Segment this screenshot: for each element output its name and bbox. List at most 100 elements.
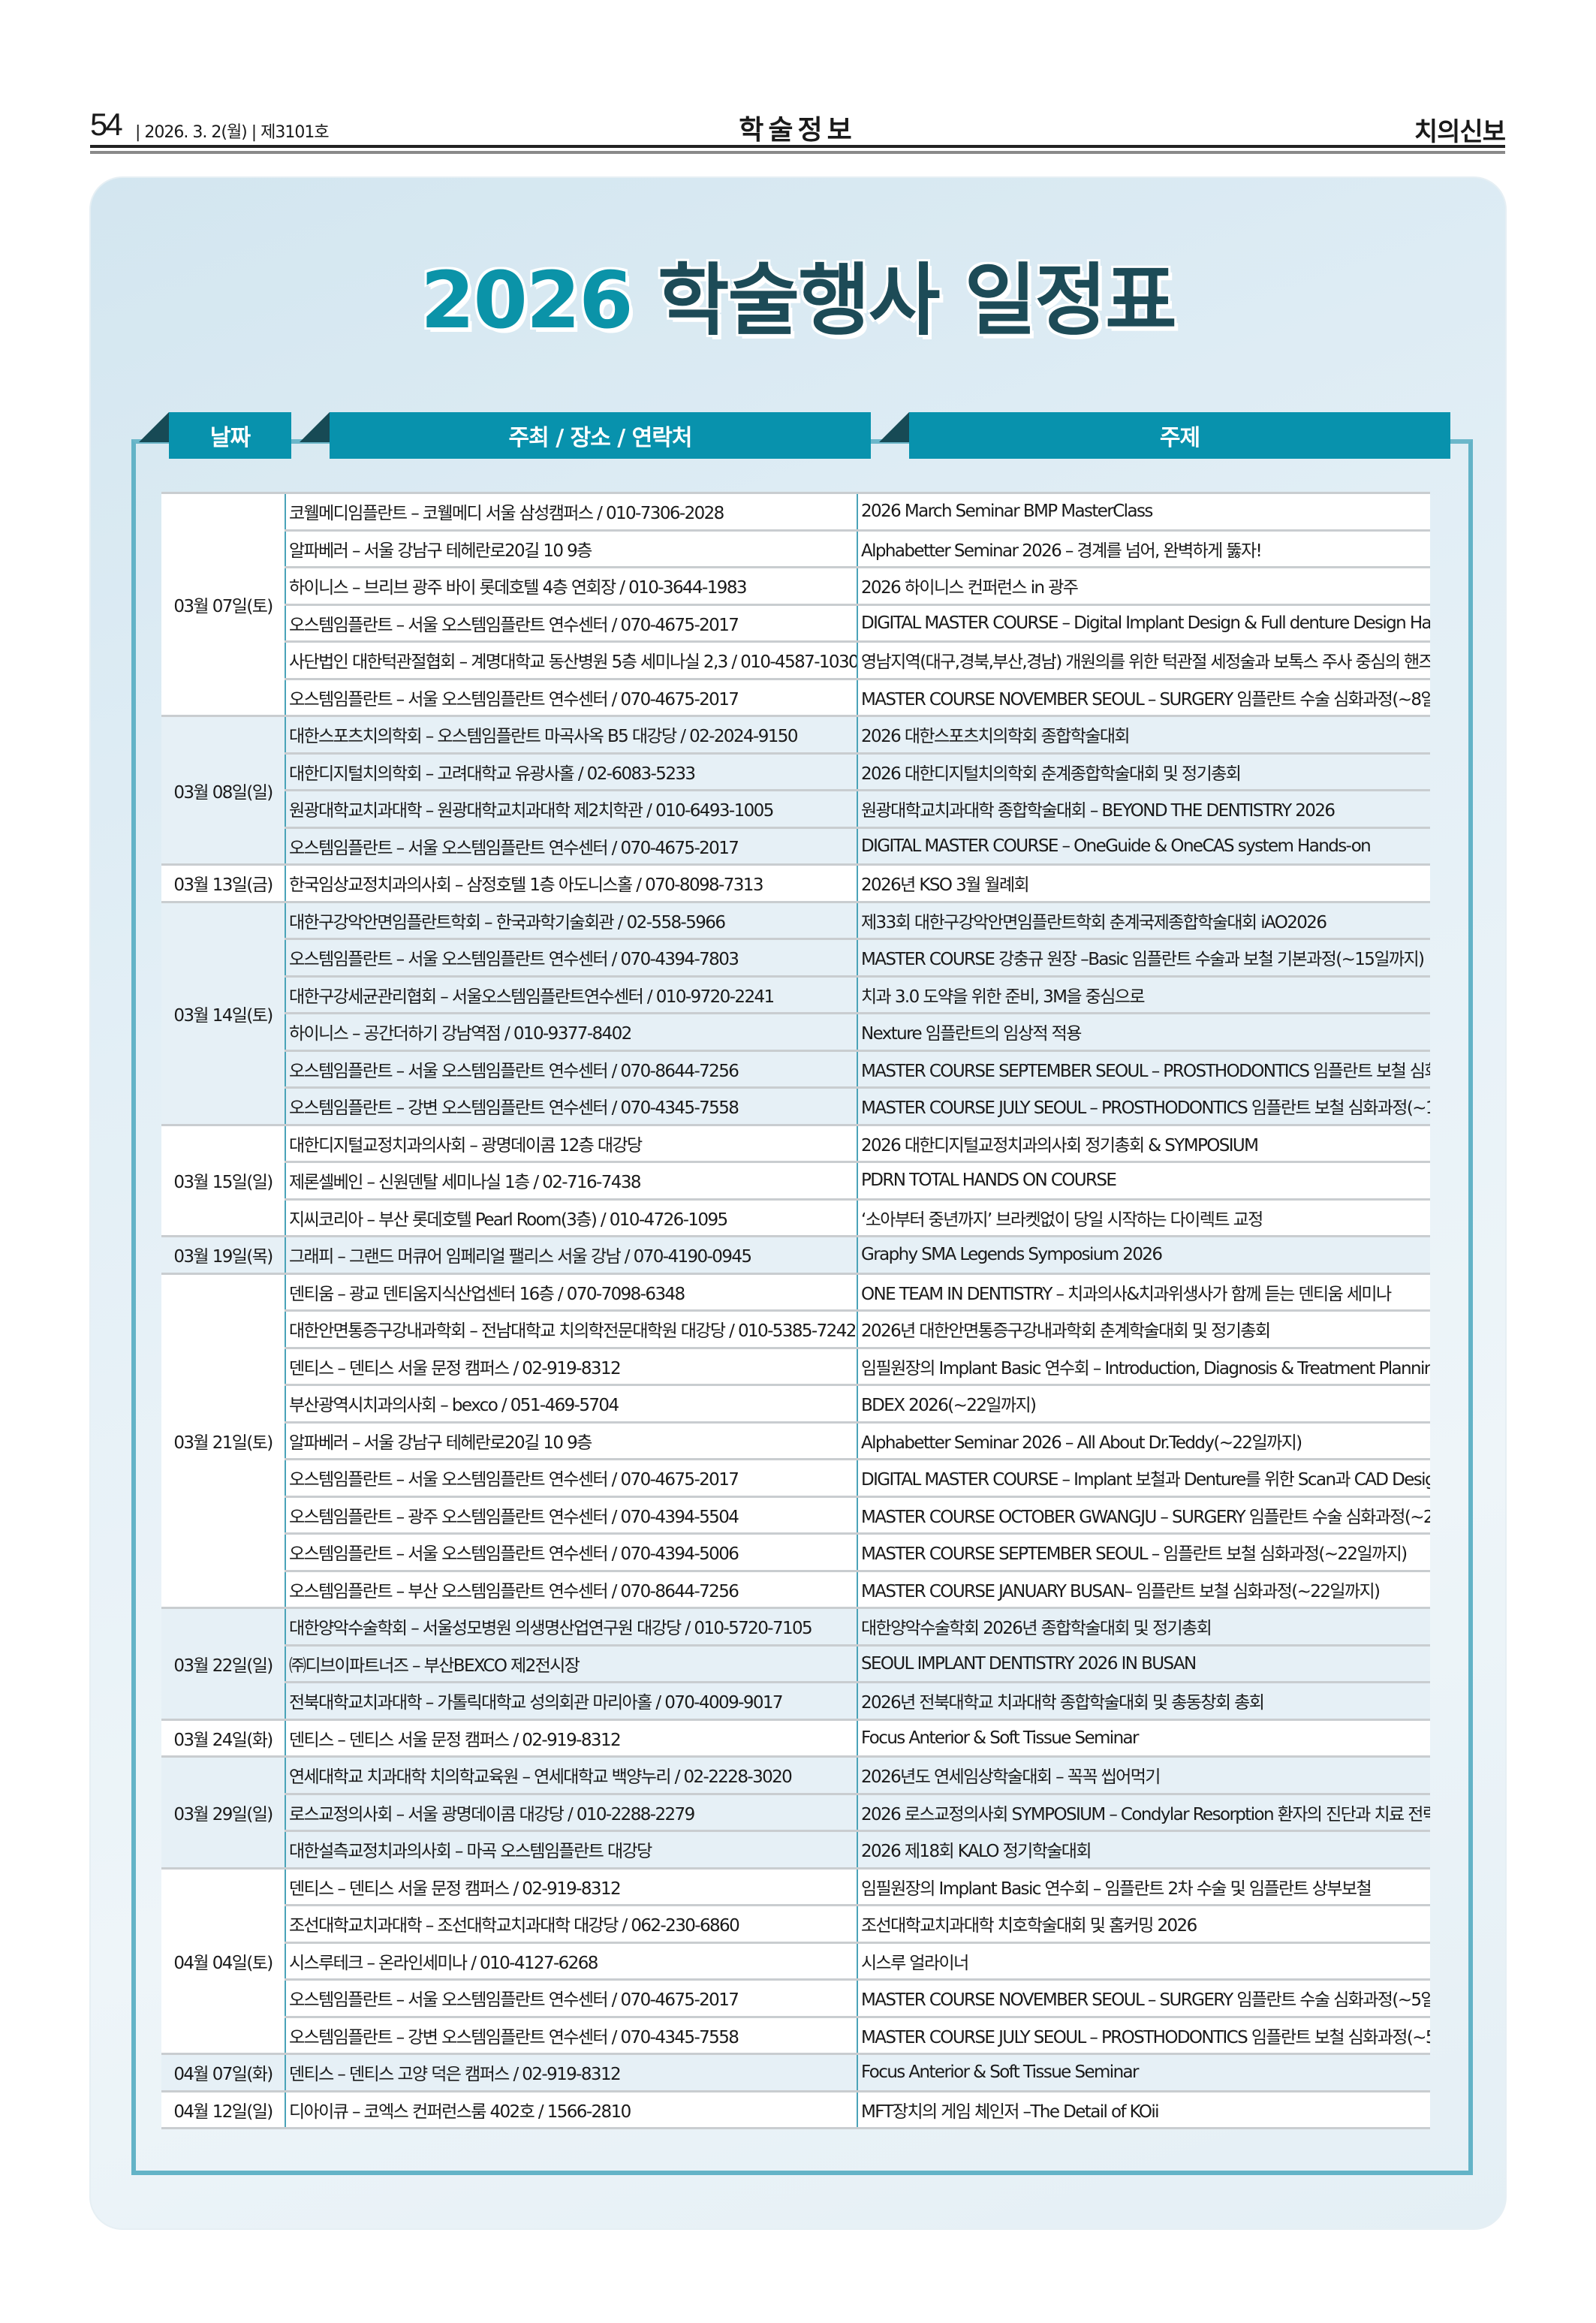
topic-cell: 임필원장의 Implant Basic 연수회 – Introduction, … — [857, 1348, 1430, 1386]
date-cell: 03월 24일(화) — [161, 1719, 286, 1758]
table-row: 대한디지털치의학회 – 고려대학교 유광사홀 / 02-6083-5233 202… — [161, 753, 1430, 791]
header-tab-decoration — [139, 412, 169, 442]
topic-cell: 2026년 대한안면통증구강내과학회 춘계학술대회 및 정기총회 — [857, 1310, 1430, 1349]
table-row: 오스템임플란트 – 서울 오스템임플란트 연수센터 / 070-4675-201… — [161, 1459, 1430, 1498]
column-header-date: 날짜 — [169, 412, 291, 459]
topic-cell: 원광대학교치과대학 종합학술대회 – BEYOND THE DENTISTRY … — [857, 790, 1430, 829]
topic-cell: 2026 하이니스 컨퍼런스 in 광주 — [857, 567, 1430, 606]
schedule-table: 03월 07일(토) 코웰메디임플란트 – 코웰메디 서울 삼성캠퍼스 / 010… — [161, 492, 1430, 2129]
host-cell: 알파베러 – 서울 강남구 테헤란로20길 10 9층 — [285, 1422, 858, 1460]
table-row: 전북대학교치과대학 – 가톨릭대학교 성의회관 마리아홀 / 070-4009-… — [161, 1682, 1430, 1721]
table-row: 03월 22일(일) 대한양악수술학회 – 서울성모병원 의생명산업연구원 대강당… — [161, 1607, 1430, 1721]
topic-cell: MASTER COURSE SEPTEMBER SEOUL – 임플란트 보철 … — [857, 1533, 1430, 1572]
topic-cell: BDEX 2026(~22일까지) — [857, 1384, 1430, 1424]
page-number: 54 — [90, 107, 123, 142]
host-cell: 대한구강악안면임플란트학회 – 한국과학기술회관 / 02-558-5966 — [285, 902, 858, 940]
date-cell: 03월 15일(일) — [161, 1125, 286, 1237]
table-row: 04월 12일(일) 디아이큐 – 코엑스 컨퍼런스룸 402호 / 1566-2… — [161, 2091, 1430, 2129]
table-row: 04월 07일(화) 덴티스 – 덴티스 고양 덕은 캠퍼스 / 02-919-8… — [161, 2053, 1430, 2093]
table-row: 03월 21일(토) 덴티움 – 광교 덴티움지식산업센터 16층 / 070-7… — [161, 1273, 1430, 1609]
table-row: ㈜디브이파트너즈 – 부산BEXCO 제2전시장 SEOUL IMPLANT DE… — [161, 1645, 1430, 1683]
topic-cell: Alphabetter Seminar 2026 – All About Dr.… — [857, 1422, 1430, 1460]
host-cell: 오스템임플란트 – 서울 오스템임플란트 연수센터 / 070-4675-201… — [285, 679, 858, 717]
host-cell: 부산광역시치과의사회 – bexco / 051-469-5704 — [285, 1384, 858, 1424]
table-row: 시스루테크 – 온라인세미나 / 010-4127-6268 시스루 얼라이너 — [161, 1942, 1430, 1981]
host-cell: 대한안면통증구강내과학회 – 전남대학교 치의학전문대학원 대강당 / 010-… — [285, 1310, 858, 1349]
host-cell: 알파베러 – 서울 강남구 테헤란로20길 10 9층 — [285, 530, 858, 568]
topic-cell: ONE TEAM IN DENTISTRY – 치과의사&치과위생사가 함께 듣… — [857, 1273, 1430, 1312]
date-cell: 03월 19일(목) — [161, 1236, 286, 1275]
topic-cell: 시스루 얼라이너 — [857, 1942, 1430, 1981]
header-rule — [90, 145, 1505, 148]
host-cell: 덴티스 – 덴티스 서울 문정 캠퍼스 / 02-919-8312 — [285, 1719, 858, 1758]
topic-cell: MASTER COURSE JULY SEOUL – PROSTHODONTIC… — [857, 2017, 1430, 2055]
host-cell: 오스템임플란트 – 광주 오스템임플란트 연수센터 / 070-4394-550… — [285, 1496, 858, 1535]
host-cell: 대한구강세균관리협회 – 서울오스템임플란트연수센터 / 010-9720-22… — [285, 976, 858, 1014]
topic-cell: 2026 대한스포츠치의학회 종합학술대회 — [857, 716, 1430, 755]
topic-cell: Focus Anterior & Soft Tissue Seminar — [857, 2053, 1430, 2093]
host-cell: 전북대학교치과대학 – 가톨릭대학교 성의회관 마리아홀 / 070-4009-… — [285, 1682, 858, 1721]
table-row: 오스템임플란트 – 광주 오스템임플란트 연수센터 / 070-4394-550… — [161, 1496, 1430, 1535]
host-cell: 사단법인 대한턱관절협회 – 계명대학교 동산병원 5층 세미나실 2,3 / … — [285, 641, 858, 680]
topic-cell: 치과 3.0 도약을 위한 준비, 3M을 중심으로 — [857, 976, 1430, 1014]
host-cell: 덴티스 – 덴티스 고양 덕은 캠퍼스 / 02-919-8312 — [285, 2053, 858, 2093]
header-rule-secondary — [90, 151, 1505, 154]
table-row: 오스템임플란트 – 강변 오스템임플란트 연수센터 / 070-4345-755… — [161, 2017, 1430, 2055]
topic-cell: Nexture 임플란트의 임상적 적용 — [857, 1013, 1430, 1052]
table-row: 제론셀베인 – 신원덴탈 세미나실 1층 / 02-716-7438 PDRN T… — [161, 1162, 1430, 1201]
host-cell: 덴티스 – 덴티스 서울 문정 캠퍼스 / 02-919-8312 — [285, 1348, 858, 1386]
date-cell: 03월 13일(금) — [161, 864, 286, 903]
table-row: 오스템임플란트 – 서울 오스템임플란트 연수센터 / 070-4394-780… — [161, 939, 1430, 978]
host-cell: 대한디지털치의학회 – 고려대학교 유광사홀 / 02-6083-5233 — [285, 753, 858, 791]
host-cell: 오스템임플란트 – 서울 오스템임플란트 연수센터 / 070-4675-201… — [285, 1459, 858, 1498]
topic-cell: 2026년 전북대학교 치과대학 종합학술대회 및 총동창회 총회 — [857, 1682, 1430, 1721]
topic-cell: 2026 로스교정의사회 SYMPOSIUM – Condylar Resorp… — [857, 1794, 1430, 1832]
host-cell: 오스템임플란트 – 서울 오스템임플란트 연수센터 / 070-8644-725… — [285, 1050, 858, 1089]
host-cell: 조선대학교치과대학 – 조선대학교치과대학 대강당 / 062-230-6860 — [285, 1905, 858, 1944]
date-cell: 03월 29일(일) — [161, 1756, 286, 1870]
date-cell: 04월 07일(화) — [161, 2053, 286, 2093]
host-cell: 오스템임플란트 – 강변 오스템임플란트 연수센터 / 070-4345-755… — [285, 1087, 858, 1126]
table-row: 03월 14일(토) 대한구강악안면임플란트학회 – 한국과학기술회관 / 02-… — [161, 902, 1430, 1126]
column-header-topic: 주제 — [909, 412, 1450, 459]
host-cell: 덴티움 – 광교 덴티움지식산업센터 16층 / 070-7098-6348 — [285, 1273, 858, 1312]
host-cell: 연세대학교 치과대학 치의학교육원 – 연세대학교 백양누리 / 02-2228… — [285, 1756, 858, 1795]
topic-cell: 영남지역(대구,경북,부산,경남) 개원의를 위한 턱관절 세정술과 보톡스 주… — [857, 641, 1430, 680]
table-row: 조선대학교치과대학 – 조선대학교치과대학 대강당 / 062-230-6860… — [161, 1905, 1430, 1944]
table-row: 03월 29일(일) 연세대학교 치과대학 치의학교육원 – 연세대학교 백양누리… — [161, 1756, 1430, 1870]
date-cell: 04월 04일(토) — [161, 1868, 286, 2055]
table-row: 하이니스 – 브리브 광주 바이 롯데호텔 4층 연회장 / 010-3644-… — [161, 567, 1430, 606]
host-cell: 오스템임플란트 – 서울 오스템임플란트 연수센터 / 070-4675-201… — [285, 604, 858, 643]
topic-cell: 제33회 대한구강악안면임플란트학회 춘계국제종합학술대회 iAO2026 — [857, 902, 1430, 940]
date-cell: 03월 14일(토) — [161, 902, 286, 1126]
table-row: 사단법인 대한턱관절협회 – 계명대학교 동산병원 5층 세미나실 2,3 / … — [161, 641, 1430, 680]
host-cell: 대한설측교정치과의사회 – 마곡 오스템임플란트 대강당 — [285, 1830, 858, 1870]
table-row: 알파베러 – 서울 강남구 테헤란로20길 10 9층 Alphabetter S… — [161, 1422, 1430, 1460]
topic-cell: DIGITAL MASTER COURSE – Implant 보철과 Dent… — [857, 1459, 1430, 1498]
page-header: 54 | 2026. 3. 2(월) | 제3101호 학술정보 치의신보 — [90, 105, 1506, 147]
host-cell: 오스템임플란트 – 서울 오스템임플란트 연수센터 / 070-4394-780… — [285, 939, 858, 978]
topic-cell: 2026 제18회 KALO 정기학술대회 — [857, 1830, 1430, 1870]
table-row: 오스템임플란트 – 서울 오스템임플란트 연수센터 / 070-4394-500… — [161, 1533, 1430, 1572]
column-header-host: 주최 / 장소 / 연락처 — [330, 412, 871, 459]
date-cell: 03월 21일(토) — [161, 1273, 286, 1609]
topic-cell: DIGITAL MASTER COURSE – OneGuide & OneCA… — [857, 827, 1430, 866]
paper-name: 치의신보 — [1414, 117, 1506, 147]
topic-cell: Focus Anterior & Soft Tissue Seminar — [857, 1719, 1430, 1758]
host-cell: 한국임상교정치과의사회 – 삼정호텔 1층 아도니스홀 / 070-8098-7… — [285, 864, 858, 903]
table-row: 04월 04일(토) 덴티스 – 덴티스 서울 문정 캠퍼스 / 02-919-8… — [161, 1868, 1430, 2055]
host-cell: 오스템임플란트 – 서울 오스템임플란트 연수센터 / 070-4394-500… — [285, 1533, 858, 1572]
topic-cell: SEOUL IMPLANT DENTISTRY 2026 IN BUSAN — [857, 1645, 1430, 1683]
host-cell: 하이니스 – 브리브 광주 바이 롯데호텔 4층 연회장 / 010-3644-… — [285, 567, 858, 606]
host-cell: ㈜디브이파트너즈 – 부산BEXCO 제2전시장 — [285, 1645, 858, 1683]
host-cell: 오스템임플란트 – 서울 오스템임플란트 연수센터 / 070-4675-201… — [285, 827, 858, 866]
table-row: 부산광역시치과의사회 – bexco / 051-469-5704 BDEX 20… — [161, 1384, 1430, 1424]
table-row: 오스템임플란트 – 서울 오스템임플란트 연수센터 / 070-4675-201… — [161, 1979, 1430, 2018]
table-row: 지씨코리아 – 부산 롯데호텔 Pearl Room(3층) / 010-472… — [161, 1199, 1430, 1237]
topic-cell: MASTER COURSE JANUARY BUSAN– 임플란트 보철 심화과… — [857, 1571, 1430, 1609]
page-title: 2026 학술행사 일정표 — [0, 259, 1596, 342]
date-cell: 04월 12일(일) — [161, 2091, 286, 2129]
section-title: 학술정보 — [739, 115, 857, 146]
table-row: 원광대학교치과대학 – 원광대학교치과대학 제2치학관 / 010-6493-1… — [161, 790, 1430, 829]
table-row: 알파베러 – 서울 강남구 테헤란로20길 10 9층 Alphabetter S… — [161, 530, 1430, 568]
